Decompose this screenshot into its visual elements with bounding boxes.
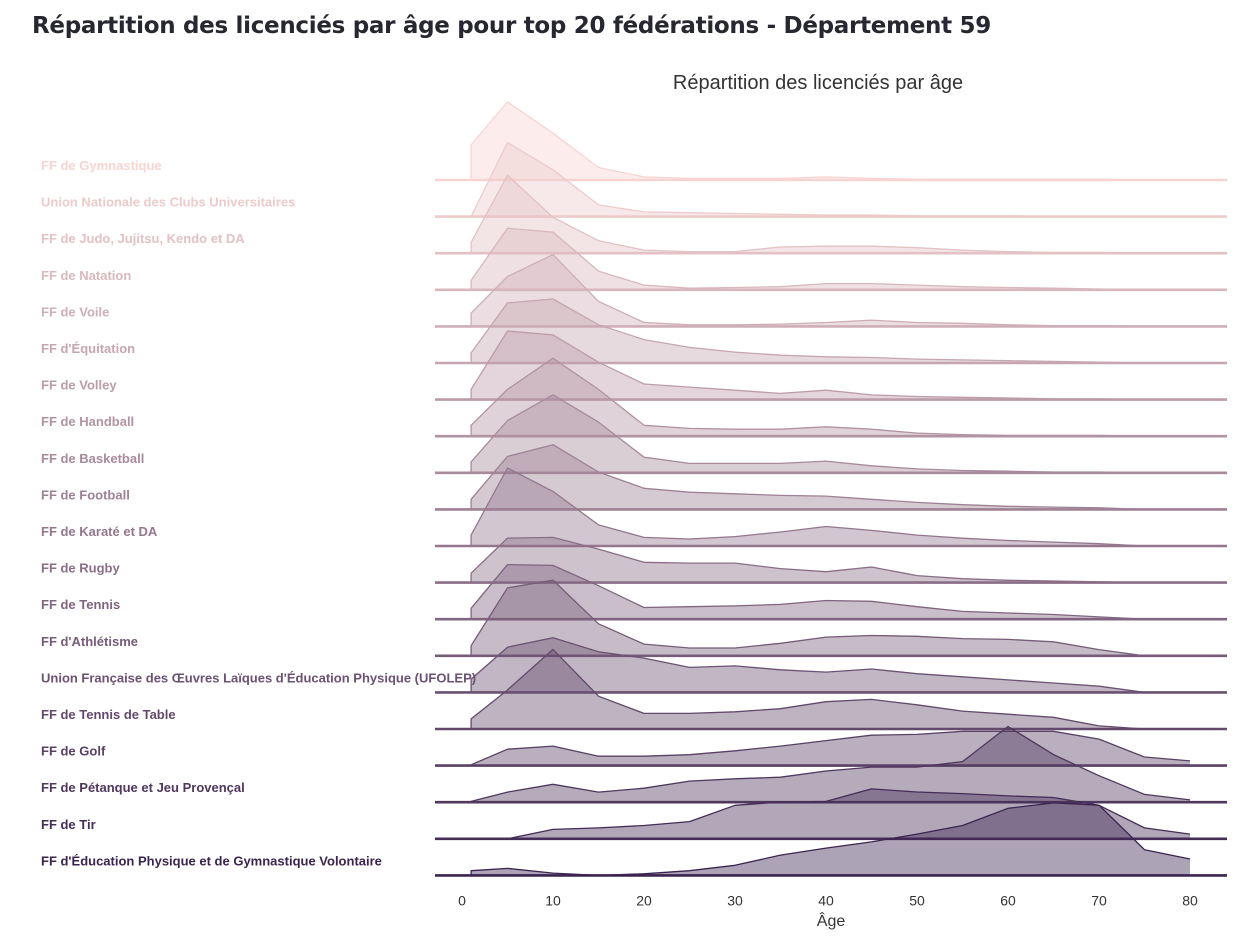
x-tick-label: 30 (727, 892, 743, 908)
ridge-line (470, 467, 1190, 547)
ridge-line (470, 725, 1191, 803)
series-label: FF de Karaté et DA (41, 524, 158, 539)
labels-group: FF de Gymnastique Union Nationale des Clu… (41, 158, 476, 868)
ridge-line (470, 730, 1191, 766)
series-label: FF de Gymnastique (41, 158, 162, 173)
series-label: FF de Golf (41, 744, 106, 759)
ridge-line (470, 298, 1190, 364)
ridge-0 (435, 101, 1227, 182)
series-label: FF de Rugby (41, 561, 120, 576)
ridge-area (471, 254, 1191, 327)
ridge-area (471, 299, 1191, 363)
ridge-line (470, 536, 1190, 584)
ridge-area (471, 444, 1191, 510)
page-title: Répartition des licenciés par âge pour t… (32, 13, 991, 39)
series-label: FF de Tir (41, 817, 96, 832)
chart-title: Répartition des licenciés par âge (673, 72, 963, 94)
ridge-area (471, 537, 1191, 583)
ridge-line (470, 227, 1190, 291)
x-tick-label: 40 (818, 892, 834, 908)
ridge-18 (435, 788, 1227, 841)
ridges-group (435, 101, 1227, 877)
ridge-area (471, 394, 1191, 473)
series-label: FF de Judo, Jujitsu, Kendo et DA (41, 231, 245, 246)
x-tick-label: 20 (636, 892, 652, 908)
ridge-14 (435, 637, 1227, 694)
x-tick-label: 0 (458, 892, 466, 908)
ridge-area (471, 580, 1191, 656)
ridge-19 (435, 802, 1227, 877)
ridge-11 (435, 536, 1227, 584)
ridge-4 (435, 253, 1227, 328)
series-label: Union Française des Œuvres Laïques d'Édu… (41, 670, 476, 685)
series-label: FF de Pétanque et Jeu Provençal (41, 780, 245, 795)
series-label: FF de Tennis de Table (41, 707, 176, 722)
ridge-line (470, 802, 1191, 877)
ridge-5 (435, 298, 1227, 365)
series-label: FF de Voile (41, 304, 109, 319)
ridge-area (471, 102, 1191, 180)
ridge-line (470, 563, 1190, 620)
ridge-line (470, 579, 1190, 657)
x-tick-label: 80 (1182, 892, 1198, 908)
series-label: FF de Basketball (41, 451, 144, 466)
ridge-13 (435, 579, 1227, 658)
series-label: FF de Natation (41, 268, 131, 283)
ridge-15 (435, 648, 1227, 731)
ridge-area (471, 637, 1191, 693)
series-label: Union Nationale des Clubs Universitaires (41, 195, 295, 210)
ridge-area (471, 358, 1191, 437)
series-label: FF d'Athlétisme (41, 634, 138, 649)
series-label: FF d'Éducation Physique et de Gymnastiqu… (41, 853, 382, 868)
x-axis: 0 10 20 30 40 50 60 70 80 (458, 892, 1198, 908)
series-label: FF de Football (41, 487, 130, 502)
ridge-9 (435, 444, 1227, 511)
ridge-1 (435, 141, 1227, 218)
ridge-line (471, 788, 1191, 840)
ridge-area (471, 649, 1191, 729)
ridge-area (471, 228, 1191, 290)
x-tick-label: 10 (545, 892, 561, 908)
ridge-line (470, 444, 1190, 511)
ridge-3 (435, 227, 1227, 292)
series-label: FF de Handball (41, 414, 134, 429)
ridge-area (471, 142, 1191, 217)
ridge-line (470, 637, 1190, 694)
ridge-2 (435, 174, 1227, 255)
x-tick-label: 50 (909, 892, 925, 908)
ridge-area (471, 726, 1191, 803)
ridge-area (471, 802, 1191, 876)
x-tick-label: 70 (1091, 892, 1107, 908)
ridge-16 (435, 730, 1227, 767)
ridge-8 (435, 394, 1227, 475)
ridge-area (471, 788, 1191, 839)
series-label: FF de Volley (41, 378, 117, 393)
ridge-17 (435, 725, 1227, 804)
ridge-6 (435, 330, 1227, 401)
x-tick-label: 60 (1000, 892, 1016, 908)
ridge-area (471, 564, 1191, 620)
ridge-area (471, 175, 1191, 254)
ridge-line (470, 648, 1190, 730)
ridge-area (471, 731, 1191, 766)
ridge-12 (435, 563, 1227, 621)
ridge-7 (435, 357, 1227, 438)
series-label: FF d'Équitation (41, 341, 135, 356)
x-axis-title: Âge (817, 911, 846, 930)
series-label: FF de Tennis (41, 597, 120, 612)
ridge-area (471, 331, 1191, 400)
